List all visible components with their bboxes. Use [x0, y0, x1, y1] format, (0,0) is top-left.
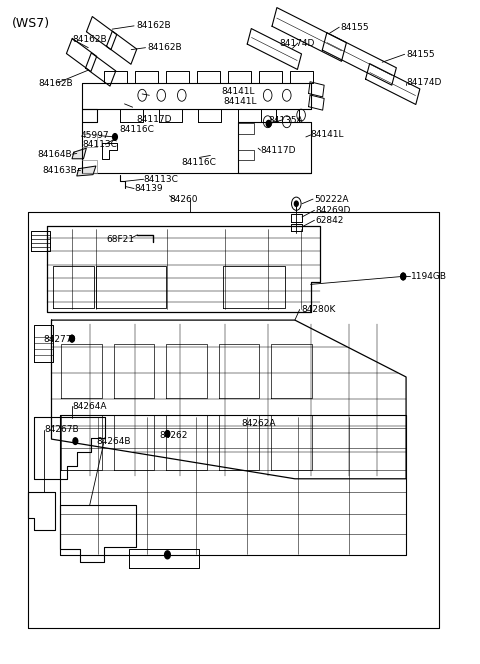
Polygon shape [72, 148, 86, 159]
Text: 68F21: 68F21 [106, 235, 134, 244]
Text: 84141L: 84141L [223, 98, 257, 106]
Circle shape [401, 273, 406, 280]
Text: 62842: 62842 [315, 216, 344, 224]
Circle shape [70, 335, 74, 342]
Circle shape [70, 335, 74, 342]
Circle shape [165, 430, 170, 437]
Text: 84264A: 84264A [72, 402, 107, 410]
Text: 84113C: 84113C [83, 140, 118, 149]
Text: 84162B: 84162B [147, 43, 181, 52]
Text: 84141L: 84141L [221, 87, 254, 96]
Text: (WS7): (WS7) [12, 17, 50, 30]
Text: 84116C: 84116C [120, 125, 155, 134]
Text: 50222A: 50222A [314, 195, 348, 204]
Circle shape [294, 201, 298, 207]
Text: 84174D: 84174D [406, 78, 442, 87]
Text: 84139: 84139 [134, 184, 163, 193]
Text: 84280K: 84280K [301, 305, 336, 314]
Text: 84277: 84277 [44, 335, 72, 345]
Text: 84267B: 84267B [44, 426, 79, 434]
Circle shape [113, 133, 117, 140]
Text: 84117D: 84117D [261, 145, 296, 155]
Polygon shape [77, 166, 96, 176]
Text: 84113C: 84113C [144, 175, 179, 184]
Text: 84162B: 84162B [136, 21, 170, 31]
Text: 45997: 45997 [80, 131, 109, 140]
Text: 84117D: 84117D [136, 115, 172, 124]
Text: 84162B: 84162B [38, 79, 73, 88]
Text: 1194GB: 1194GB [411, 272, 447, 281]
Text: 84262A: 84262A [241, 420, 276, 428]
Text: 84141L: 84141L [311, 130, 344, 139]
Text: 84116C: 84116C [182, 157, 216, 167]
Text: 84135A: 84135A [269, 116, 303, 125]
Text: 84162B: 84162B [72, 35, 107, 44]
Text: 84260: 84260 [169, 195, 198, 204]
Text: 84164B: 84164B [37, 149, 72, 159]
Circle shape [73, 438, 78, 444]
Text: 84155: 84155 [406, 50, 435, 59]
Circle shape [165, 551, 170, 559]
Text: 84163B: 84163B [42, 165, 77, 175]
Circle shape [401, 273, 406, 280]
Text: 84174D: 84174D [280, 39, 315, 48]
Text: 84269D: 84269D [315, 206, 351, 215]
Text: 84264B: 84264B [96, 438, 131, 446]
Text: 84262: 84262 [160, 431, 188, 440]
Text: 84155: 84155 [340, 23, 369, 32]
Circle shape [266, 120, 271, 127]
